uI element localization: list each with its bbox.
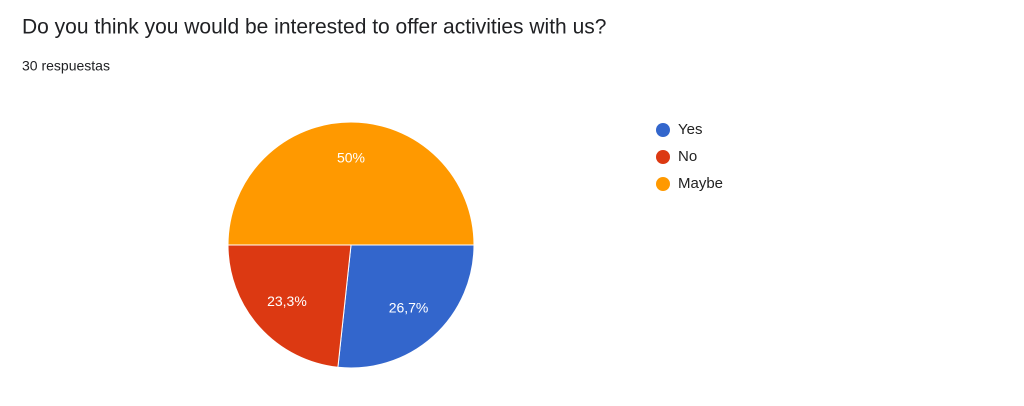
legend-label: Yes [678,121,702,138]
legend-label: No [678,148,697,165]
slice-label: 26,7% [389,300,429,316]
slice-label: 50% [337,150,365,166]
legend-swatch [656,177,670,191]
chart-subtitle: 30 respuestas [22,58,110,74]
pie-slice [227,121,475,246]
pie-slice [337,244,475,369]
legend-label: Maybe [678,175,723,192]
chart-title: Do you think you would be interested to … [22,16,606,39]
legend-swatch [656,123,670,137]
slice-label: 23,3% [267,293,307,309]
pie-slice [227,244,352,368]
legend-swatch [656,150,670,164]
